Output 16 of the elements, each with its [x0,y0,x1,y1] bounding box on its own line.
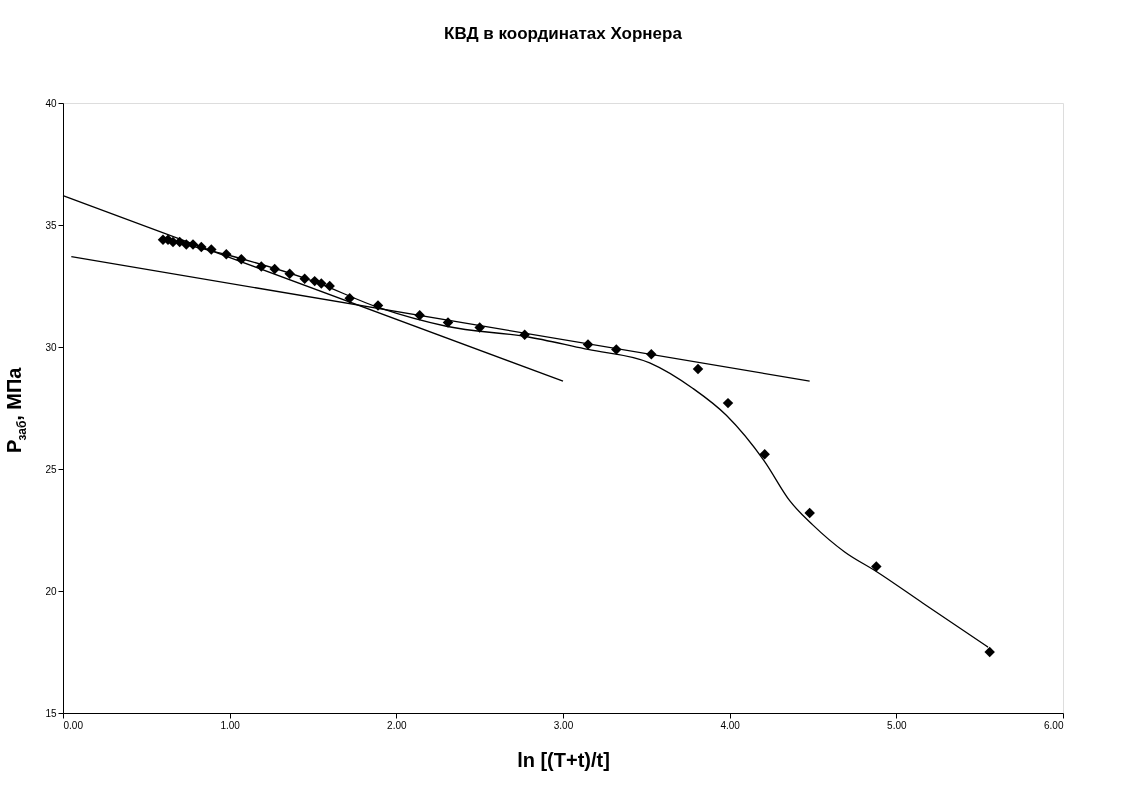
x-tick-label: 4.00 [720,719,741,731]
y-tick-label: 30 [45,341,57,353]
y-tick-label: 15 [45,707,57,719]
y-tick-label: 25 [45,463,57,475]
x-tick-label: 5.00 [887,719,907,731]
x-tick-label: 2.00 [387,719,407,731]
y-tick-label: 35 [45,219,57,231]
y-axis-title: Pзаб, МПа [3,366,29,453]
x-tick-label: 1.00 [220,719,241,731]
x-tick-label: 0.00 [63,719,84,731]
x-axis-title: ln [(T+t)/t] [517,748,610,771]
x-tick-label: 6.00 [1044,719,1064,731]
chart-title: КВД в координатах Хорнера [444,24,683,43]
y-tick-label: 20 [45,585,57,597]
x-tick-label: 3.00 [553,719,574,731]
y-tick-label: 40 [45,97,57,109]
